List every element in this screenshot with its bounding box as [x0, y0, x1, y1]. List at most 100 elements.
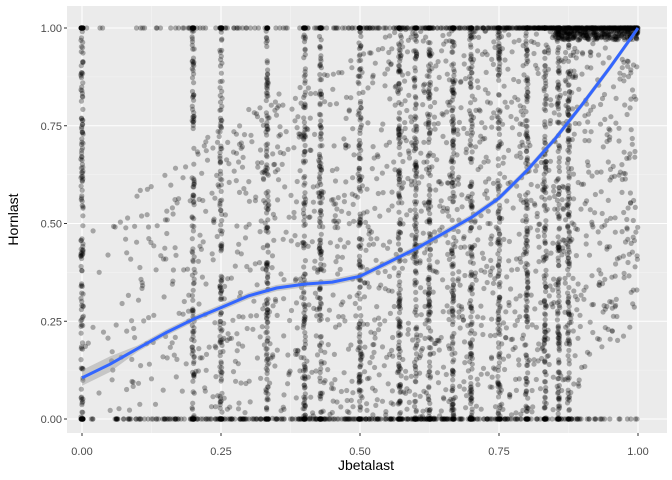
data-point — [257, 147, 264, 153]
data-point — [396, 25, 402, 31]
data-point — [568, 389, 574, 396]
data-point — [555, 79, 561, 85]
data-point — [79, 314, 86, 320]
data-point — [317, 176, 323, 182]
data-point — [475, 382, 481, 388]
data-point — [469, 416, 475, 422]
data-point — [616, 125, 622, 131]
data-point — [358, 245, 364, 251]
data-point — [79, 154, 85, 160]
data-point — [329, 381, 335, 387]
data-point — [397, 50, 403, 56]
data-point — [218, 124, 224, 130]
data-point — [302, 80, 308, 86]
data-point — [579, 71, 585, 77]
data-point — [451, 80, 457, 87]
data-point — [318, 251, 324, 257]
data-point — [78, 416, 85, 422]
data-point — [79, 416, 85, 422]
data-point — [275, 197, 281, 203]
data-point — [566, 144, 573, 150]
data-point — [622, 239, 629, 245]
data-point — [565, 128, 571, 134]
data-point — [450, 396, 457, 402]
data-point — [264, 25, 270, 31]
data-point — [300, 416, 306, 422]
data-point — [236, 400, 242, 406]
data-point — [607, 416, 613, 422]
data-point — [537, 221, 543, 227]
data-point — [450, 341, 456, 347]
data-point — [80, 25, 86, 31]
data-point — [396, 136, 402, 142]
data-point — [450, 383, 456, 389]
data-point — [396, 126, 402, 132]
data-point — [79, 416, 85, 422]
data-point — [461, 339, 468, 345]
data-point — [449, 173, 455, 179]
data-point — [341, 244, 347, 250]
data-point — [318, 65, 324, 71]
data-point — [376, 372, 382, 378]
data-point — [495, 310, 501, 316]
data-point — [264, 407, 270, 413]
data-point — [426, 285, 432, 291]
data-point — [441, 205, 447, 211]
data-point — [345, 25, 351, 31]
data-point — [190, 416, 196, 422]
data-point — [468, 76, 474, 82]
data-point — [469, 355, 475, 361]
data-point — [218, 246, 225, 252]
data-point — [566, 45, 572, 51]
data-point — [467, 416, 474, 422]
data-point — [413, 183, 419, 189]
data-point — [358, 43, 364, 49]
data-point — [264, 25, 270, 31]
data-point — [450, 307, 456, 313]
data-point — [301, 345, 307, 351]
data-point — [451, 150, 457, 156]
data-point — [342, 318, 348, 324]
data-point — [231, 129, 237, 135]
data-point — [548, 102, 555, 108]
data-point — [467, 183, 473, 190]
data-point — [389, 203, 395, 209]
data-point — [413, 416, 419, 422]
data-point — [96, 390, 102, 396]
data-point — [468, 341, 474, 347]
data-point — [264, 262, 270, 268]
data-point — [301, 290, 307, 296]
data-point — [78, 253, 84, 259]
data-point — [450, 241, 456, 248]
data-point — [301, 322, 307, 328]
data-point — [219, 103, 225, 109]
data-point — [191, 371, 197, 377]
data-point — [302, 363, 308, 369]
data-point — [263, 266, 269, 272]
data-point — [412, 113, 418, 119]
data-point — [317, 166, 323, 172]
data-point — [157, 25, 164, 31]
data-point — [301, 416, 307, 422]
data-point — [497, 215, 503, 221]
data-point — [190, 258, 196, 265]
data-point — [370, 74, 376, 80]
data-point — [338, 388, 344, 395]
data-point — [188, 416, 194, 422]
data-point — [79, 416, 85, 422]
data-point — [396, 290, 402, 296]
data-point — [271, 237, 277, 243]
data-point — [397, 132, 403, 138]
data-point — [318, 91, 324, 97]
data-point — [540, 254, 546, 260]
data-point — [317, 416, 323, 422]
data-point — [414, 332, 420, 338]
data-point — [378, 127, 384, 133]
data-point — [190, 416, 196, 422]
data-point — [191, 176, 197, 182]
data-point — [412, 251, 418, 257]
data-point — [614, 313, 620, 320]
data-point — [79, 268, 85, 274]
data-point — [218, 188, 224, 194]
data-point — [427, 130, 433, 136]
